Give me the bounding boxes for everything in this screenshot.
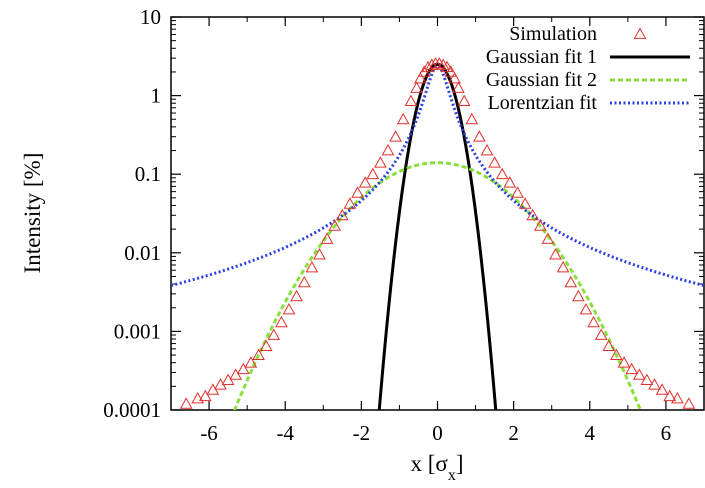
y-tick-label: 10 <box>140 5 161 29</box>
x-axis: -6 -4 -2 0 2 4 6 <box>170 17 705 445</box>
data-point <box>682 397 696 409</box>
data-point <box>305 260 319 273</box>
data-point <box>594 328 608 340</box>
data-point <box>518 197 532 209</box>
data-point <box>351 186 364 198</box>
data-point <box>549 248 562 260</box>
data-point <box>374 156 387 168</box>
y-axis: 0.0001 0.001 0.01 0.1 1 10 <box>103 5 704 422</box>
data-point <box>648 378 661 390</box>
data-point <box>343 197 357 209</box>
data-point <box>579 302 593 315</box>
legend-label: Gaussian fit 1 <box>486 46 597 68</box>
plot-area <box>171 57 704 410</box>
series-line-2 <box>233 161 642 410</box>
data-point <box>267 328 281 340</box>
data-point <box>381 143 395 156</box>
data-point <box>617 356 631 368</box>
data-point <box>366 167 380 180</box>
data-point <box>495 167 509 180</box>
data-point <box>313 248 326 260</box>
data-point <box>587 315 600 328</box>
data-point <box>179 397 193 409</box>
data-point <box>503 176 517 188</box>
series-line-1 <box>377 62 498 410</box>
data-point <box>389 130 402 142</box>
data-point <box>410 81 423 93</box>
data-point <box>640 373 654 385</box>
data-point <box>533 219 547 231</box>
data-point <box>671 391 684 404</box>
data-point <box>335 208 349 221</box>
data-point <box>473 130 486 142</box>
data-point <box>433 57 446 69</box>
data-point <box>541 232 555 244</box>
data-point <box>290 289 303 302</box>
data-point <box>602 339 616 351</box>
y-tick-label: 1 <box>151 84 162 108</box>
y-tick-label: 0.01 <box>124 241 161 265</box>
data-point <box>526 208 540 221</box>
x-tick-label: 6 <box>661 421 672 445</box>
x-tick-label: 4 <box>585 421 596 445</box>
y-tick-label: 0.1 <box>135 162 161 186</box>
x-tick-label: -2 <box>353 421 371 445</box>
data-point <box>328 219 342 231</box>
data-point <box>625 362 639 375</box>
data-point <box>480 143 494 156</box>
data-point <box>440 60 454 73</box>
data-point <box>444 65 458 77</box>
legend-label: Gaussian fit 2 <box>486 69 597 91</box>
data-point <box>229 368 243 380</box>
data-point <box>297 275 311 288</box>
data-point <box>511 186 524 198</box>
y-axis-title: Intensity [%] <box>20 153 45 274</box>
data-point <box>465 112 479 125</box>
data-point <box>244 356 258 368</box>
data-point <box>488 156 501 168</box>
data-point <box>396 112 410 125</box>
data-point <box>556 260 570 273</box>
data-point <box>236 362 250 375</box>
legend-marker <box>633 27 647 39</box>
data-point <box>404 94 418 106</box>
data-point <box>632 368 646 380</box>
data-point <box>282 302 296 315</box>
data-point <box>425 58 439 70</box>
x-tick-label: -4 <box>276 421 294 445</box>
plot-frame <box>170 16 705 411</box>
data-point <box>448 71 461 84</box>
data-point <box>320 232 334 244</box>
legend-label: Simulation <box>509 23 597 45</box>
data-point <box>191 391 205 404</box>
data-point <box>655 383 669 395</box>
x-tick-label: 0 <box>432 421 443 445</box>
data-point <box>452 81 465 93</box>
x-axis-title: x [σx] <box>411 451 464 484</box>
legend-label: Lorentzian fit <box>488 92 598 114</box>
y-tick-label: 0.001 <box>114 319 161 343</box>
data-point <box>358 176 372 188</box>
data-point <box>198 389 212 402</box>
data-point <box>610 348 623 360</box>
data-point <box>259 339 273 351</box>
data-point <box>457 94 471 106</box>
data-point <box>252 348 265 360</box>
y-tick-label: 0.0001 <box>103 398 161 422</box>
series-line-3 <box>171 64 704 287</box>
x-tick-label: 2 <box>508 421 519 445</box>
data-point <box>663 389 677 402</box>
x-tick-label: -6 <box>200 421 218 445</box>
data-point <box>275 315 288 328</box>
data-point <box>564 275 578 288</box>
data-point <box>414 71 427 84</box>
data-point <box>572 289 585 302</box>
